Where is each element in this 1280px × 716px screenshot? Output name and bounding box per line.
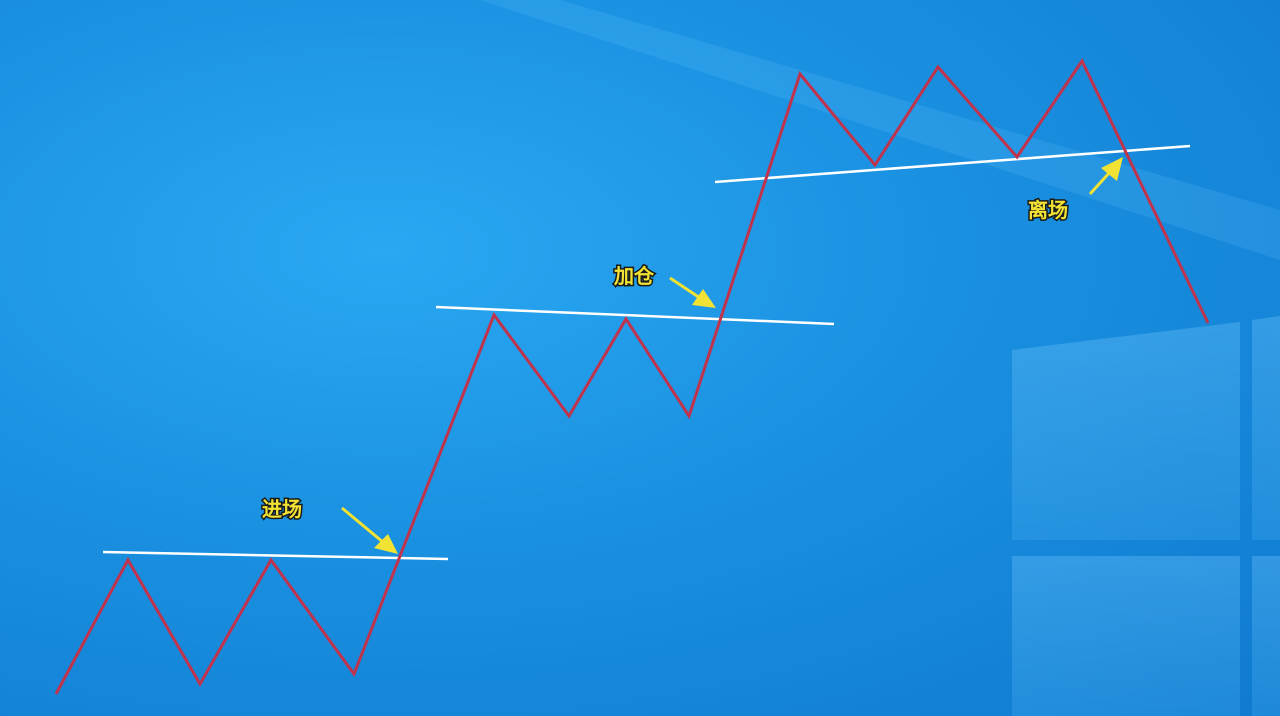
exit-label: 离场 <box>1028 198 1068 222</box>
windows-logo <box>1012 316 1280 716</box>
exit-level-line <box>714 144 1191 184</box>
exit-arrow <box>1088 157 1123 196</box>
windows-pane-top-left <box>1012 322 1240 540</box>
entry-label: 进场 <box>262 497 302 521</box>
add-position-level-line <box>435 305 835 326</box>
entry-arrow <box>341 506 398 554</box>
windows-pane-bottom-left <box>1012 556 1240 716</box>
background-light-beam <box>480 0 1280 260</box>
windows-pane-top-right <box>1252 316 1280 540</box>
add-position-label: 加仓 <box>613 264 655 288</box>
windows-pane-bottom-right <box>1252 556 1280 716</box>
price-path-line <box>54 57 1210 695</box>
add-position-arrow <box>669 276 716 308</box>
entry-level-line <box>102 550 449 561</box>
